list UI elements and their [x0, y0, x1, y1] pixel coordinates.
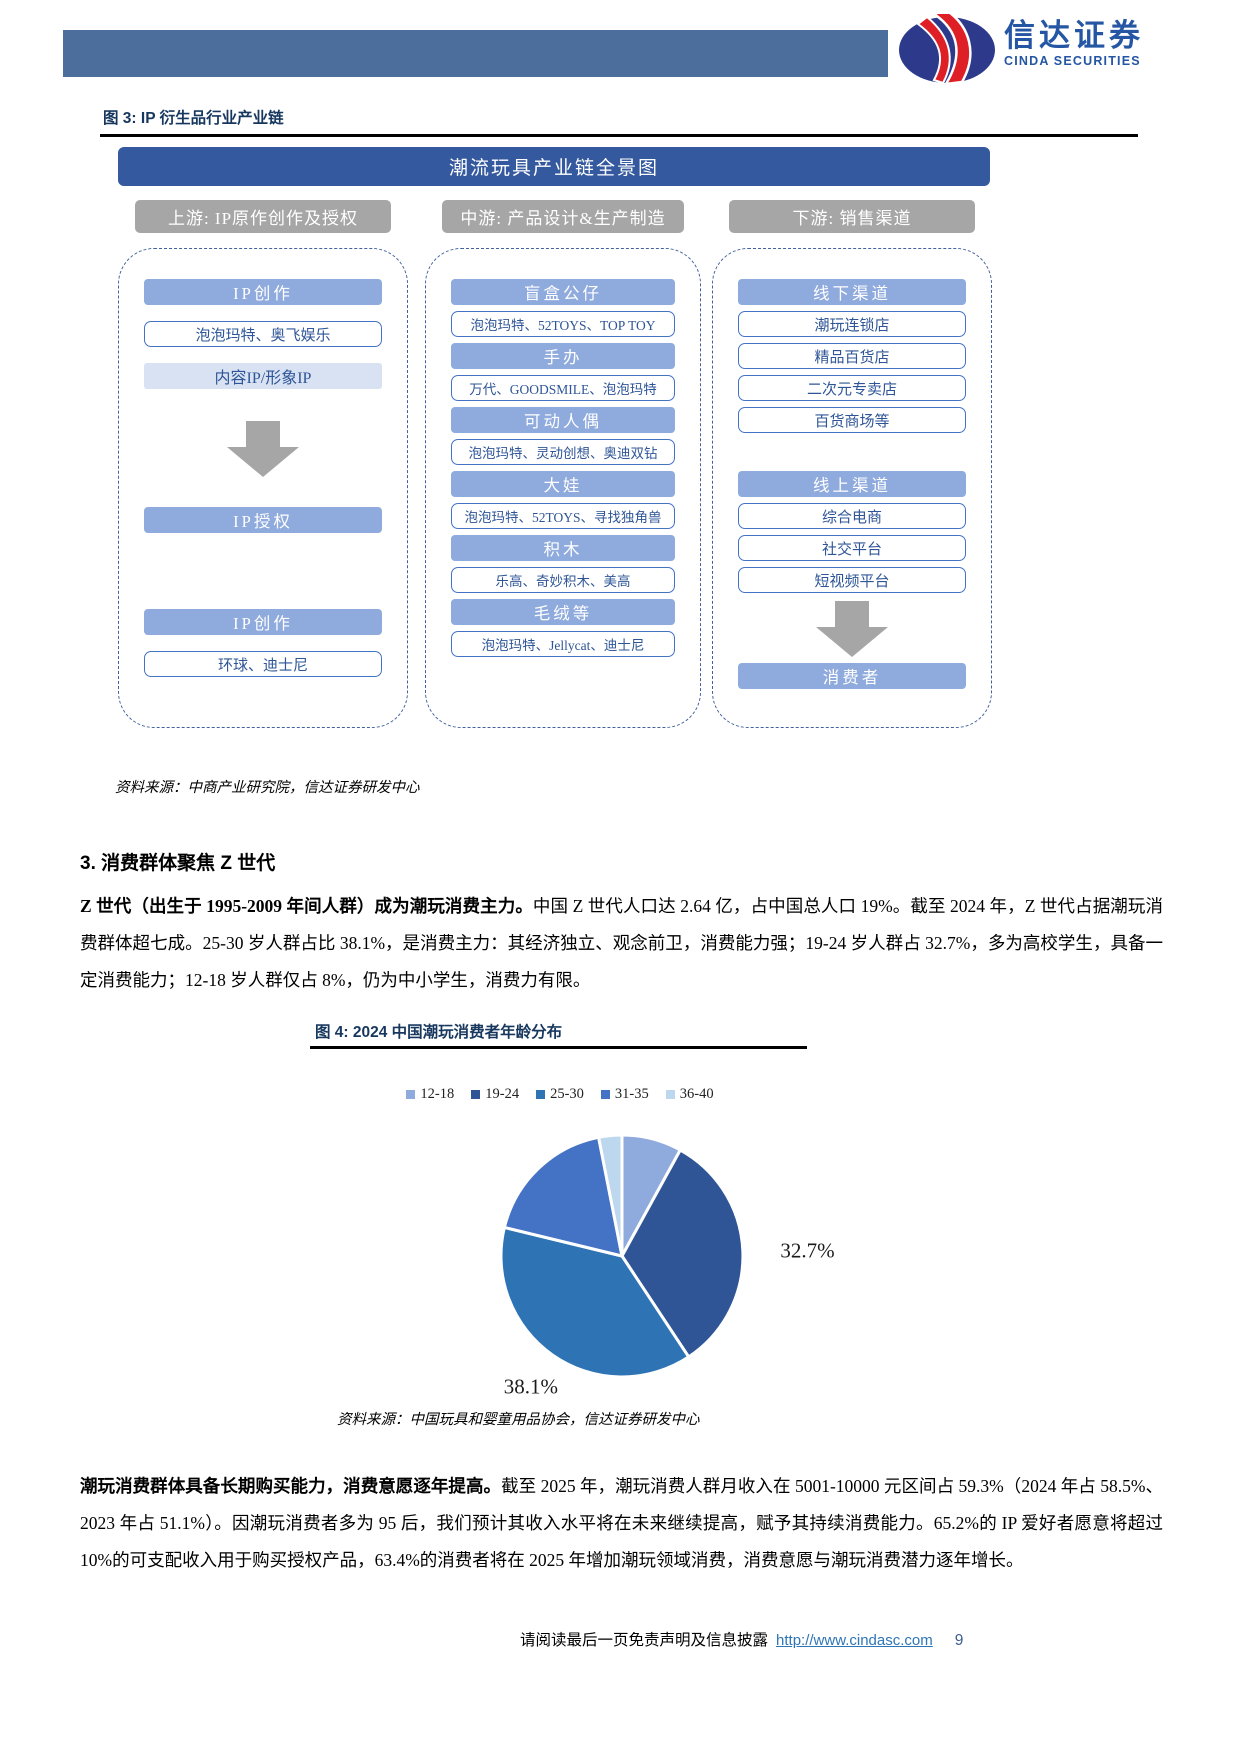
figure3-source: 资料来源：中商产业研究院，信达证券研发中心	[115, 780, 420, 796]
legend-item: 31-35	[600, 1086, 649, 1103]
header-color-bar	[63, 30, 888, 77]
diagram-box: 内容IP/形象IP	[144, 363, 382, 389]
section3-paragraph: Z 世代（出生于 1995-2009 年间人群）成为潮玩消费主力。中国 Z 世代…	[80, 888, 1163, 999]
section3-heading: 3. 消费群体聚焦 Z 世代	[80, 853, 276, 874]
figure3-title: 图 3: IP 衍生品行业产业链	[103, 110, 284, 127]
pie-slice-25-30	[499, 1225, 691, 1379]
paragraph2-bold-lead: 潮玩消费群体具备长期购买能力，消费意愿逐年提高。	[80, 1476, 502, 1496]
downstream-header: 下游: 销售渠道	[728, 200, 976, 233]
diagram-box: 百货商场等	[738, 407, 966, 433]
diagram-box: 环球、迪士尼	[144, 651, 382, 677]
pie-legend: 12-18 19-24 25-30 31-35 36-40	[310, 1086, 810, 1103]
diagram-box: 二次元专卖店	[738, 375, 966, 401]
legend-item: 12-18	[406, 1086, 454, 1103]
legend-marker-icon	[665, 1090, 675, 1099]
footer-link[interactable]: http://www.cindasc.com	[776, 1632, 933, 1649]
diagram-box: 泡泡玛特、52TOYS、TOP TOY	[451, 311, 675, 337]
diagram-box: 可动人偶	[451, 407, 675, 433]
figure3-rule	[100, 134, 1138, 137]
midstream-column: 中游: 产品设计&生产制造 盲盒公仔泡泡玛特、52TOYS、TOP TOY 手办万…	[425, 200, 701, 728]
page-number: 9	[954, 1632, 964, 1649]
diagram-box: 积木	[451, 535, 675, 561]
diagram-box: 短视频平台	[738, 567, 966, 593]
diagram-box: 潮玩连锁店	[738, 311, 966, 337]
down-arrow-icon	[738, 601, 966, 657]
upstream-container: IP创作 泡泡玛特、奥飞娱乐 内容IP/形象IP IP授权 IP创作 环球、迪士尼	[118, 248, 408, 728]
diagram-box: IP创作	[144, 279, 382, 305]
page-footer: 请阅读最后一页免责声明及信息披露 http://www.cindasc.com …	[520, 1628, 1050, 1650]
diagram-box: 泡泡玛特、奥飞娱乐	[144, 321, 382, 347]
figure3-banner: 潮流玩具产业链全景图	[118, 147, 990, 186]
age-distribution-pie-chart: 32.7% 38.1%	[499, 1133, 835, 1399]
brand-block: 信达证券 CINDA SECURITIES	[1004, 20, 1144, 68]
diagram-box: 泡泡玛特、灵动创想、奥迪双钻	[451, 439, 675, 465]
legend-label: 31-35	[614, 1086, 649, 1102]
diagram-box: 线上渠道	[738, 471, 966, 497]
pie-slice-19-24	[620, 1148, 745, 1359]
cinda-logo-icon	[899, 14, 995, 86]
brand-name-en: CINDA SECURITIES	[1004, 54, 1141, 68]
legend-item: 19-24	[471, 1086, 519, 1103]
legend-marker-icon	[471, 1090, 481, 1099]
diagram-box: 消费者	[738, 663, 966, 689]
legend-marker-icon	[406, 1090, 416, 1099]
figure4-rule	[310, 1046, 807, 1049]
pie-slice-31-35	[502, 1135, 624, 1258]
pie-slice-36-40	[597, 1133, 624, 1258]
paragraph1-body: 中国 Z 世代人口达 2.64 亿，占中国总人口 19%。截至 2024 年，Z…	[80, 896, 1163, 990]
diagram-box: 手办	[451, 343, 675, 369]
diagram-box: 泡泡玛特、Jellycat、迪士尼	[451, 631, 675, 657]
brand-name-cn: 信达证券	[1004, 18, 1144, 53]
legend-item: 25-30	[536, 1086, 584, 1103]
legend-marker-icon	[600, 1090, 610, 1099]
diagram-box: 线下渠道	[738, 279, 966, 305]
diagram-box: 综合电商	[738, 503, 966, 529]
upstream-header: 上游: IP原作创作及授权	[135, 200, 391, 233]
legend-label: 36-40	[679, 1086, 714, 1102]
footer-disclaimer: 请阅读最后一页免责声明及信息披露	[520, 1632, 769, 1649]
paragraph2-body: 截至 2025 年，潮玩消费人群月收入在 5001-10000 元区间占 59.…	[80, 1476, 1163, 1570]
legend-label: 12-18	[420, 1086, 455, 1102]
legend-marker-icon	[536, 1090, 546, 1099]
diagram-box: 精品百货店	[738, 343, 966, 369]
legend-item: 36-40	[665, 1086, 714, 1103]
diagram-box: 乐高、奇妙积木、美高	[451, 567, 675, 593]
figure4-title: 图 4: 2024 中国潮玩消费者年龄分布	[315, 1024, 563, 1041]
diagram-spacer	[144, 549, 382, 593]
diagram-box: 泡泡玛特、52TOYS、寻找独角兽	[451, 503, 675, 529]
pie-data-label: 32.7%	[780, 1239, 834, 1263]
legend-label: 25-30	[550, 1086, 584, 1102]
down-arrow-icon	[144, 421, 382, 477]
diagram-box: 盲盒公仔	[451, 279, 675, 305]
closing-paragraph: 潮玩消费群体具备长期购买能力，消费意愿逐年提高。截至 2025 年，潮玩消费人群…	[80, 1468, 1163, 1579]
diagram-box: 万代、GOODSMILE、泡泡玛特	[451, 375, 675, 401]
diagram-box: IP授权	[144, 507, 382, 533]
diagram-box: IP创作	[144, 609, 382, 635]
downstream-container: 线下渠道潮玩连锁店精品百货店二次元专卖店 百货商场等线上渠道综合电商社交平台短视频…	[712, 248, 992, 728]
midstream-header: 中游: 产品设计&生产制造	[441, 200, 685, 233]
diagram-box: 社交平台	[738, 535, 966, 561]
legend-label: 19-24	[485, 1086, 520, 1102]
paragraph1-bold-lead: Z 世代（出生于 1995-2009 年间人群）成为潮玩消费主力。	[80, 896, 533, 916]
midstream-container: 盲盒公仔泡泡玛特、52TOYS、TOP TOY 手办万代、GOODSMILE、泡泡…	[425, 248, 701, 728]
diagram-spacer	[738, 439, 966, 465]
figure4-source: 资料来源：中国玩具和婴童用品协会，信达证券研发中心	[337, 1412, 700, 1428]
diagram-box: 毛绒等	[451, 599, 675, 625]
upstream-column: 上游: IP原作创作及授权 IP创作 泡泡玛特、奥飞娱乐 内容IP/形象IP IP授权…	[118, 200, 408, 728]
downstream-column: 下游: 销售渠道 线下渠道潮玩连锁店精品百货店二次元专卖店 百货商场等线上渠道综合…	[712, 200, 992, 728]
diagram-box: 大娃	[451, 471, 675, 497]
pie-data-label: 38.1%	[504, 1375, 558, 1399]
